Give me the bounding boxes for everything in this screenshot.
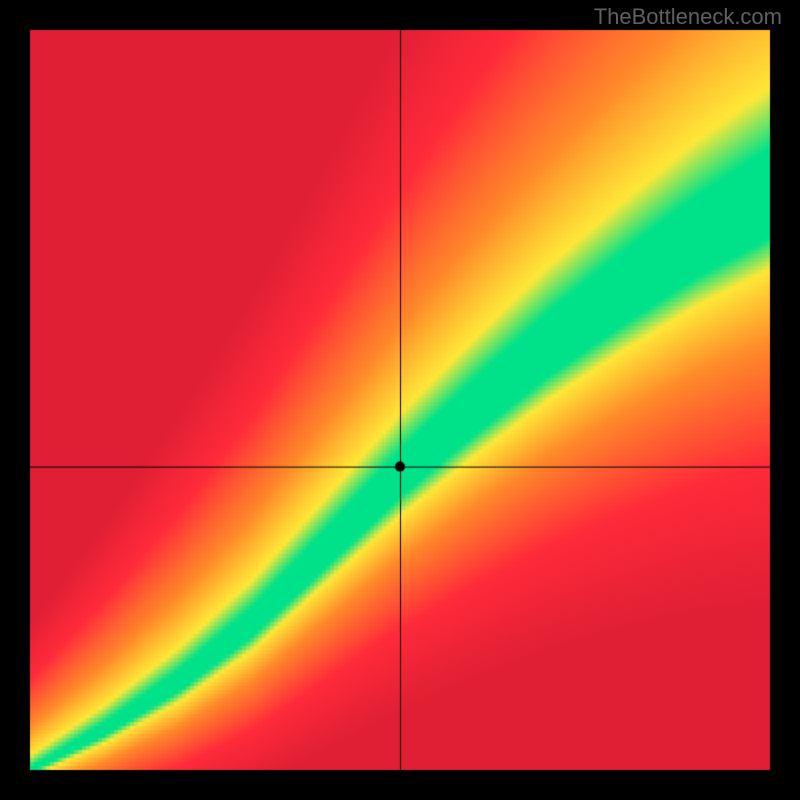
heatmap-canvas (0, 0, 800, 800)
watermark-text: TheBottleneck.com (594, 4, 782, 30)
